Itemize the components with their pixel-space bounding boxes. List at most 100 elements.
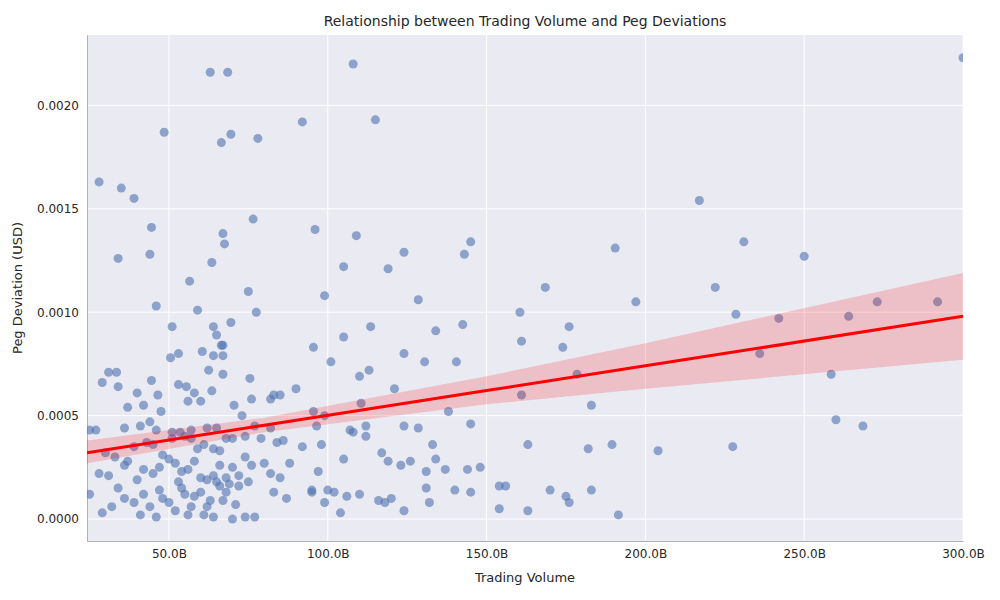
scatter-point <box>361 432 370 441</box>
scatter-point <box>241 513 250 522</box>
scatter-point <box>431 326 440 335</box>
y-axis-tick: 0.0015 <box>37 202 87 216</box>
scatter-point <box>153 390 162 399</box>
x-grid-line <box>486 35 487 541</box>
scatter-point <box>406 457 415 466</box>
scatter-point <box>180 490 189 499</box>
y-grid-line <box>87 105 963 106</box>
scatter-point <box>207 258 216 267</box>
scatter-point <box>541 283 550 292</box>
scatter-point <box>247 395 256 404</box>
scatter-point <box>104 471 113 480</box>
scatter-point <box>631 297 640 306</box>
scatter-point <box>204 366 213 375</box>
scatter-point <box>614 510 623 519</box>
scatter-point <box>317 440 326 449</box>
y-axis-tick: 0.0020 <box>37 99 87 113</box>
regression-line <box>87 316 963 453</box>
scatter-point <box>206 68 215 77</box>
scatter-point <box>800 252 809 261</box>
scatter-point <box>587 486 596 495</box>
x-grid-line <box>645 35 646 541</box>
scatter-point <box>266 469 275 478</box>
scatter-point <box>458 320 467 329</box>
scatter-point <box>171 459 180 468</box>
scatter-point <box>114 254 123 263</box>
scatter-point <box>342 492 351 501</box>
scatter-point <box>260 459 269 468</box>
scatter-point <box>174 349 183 358</box>
scatter-point <box>565 322 574 331</box>
y-grid-line <box>87 415 963 416</box>
scatter-point <box>399 248 408 257</box>
scatter-point <box>858 421 867 430</box>
plot-background <box>87 35 963 541</box>
scatter-point <box>515 308 524 317</box>
scatter-point <box>196 397 205 406</box>
y-axis-tick-label: 0.0020 <box>37 99 79 113</box>
scatter-point <box>218 370 227 379</box>
scatter-point <box>114 382 123 391</box>
x-axis-title: Trading Volume <box>474 570 575 585</box>
scatter-point <box>160 128 169 137</box>
scatter-point <box>130 498 139 507</box>
scatter-point <box>155 463 164 472</box>
scatter-point <box>249 215 258 224</box>
scatter-point <box>517 337 526 346</box>
x-grid-line <box>327 35 328 541</box>
scatter-point <box>339 455 348 464</box>
x-axis-tick: 200.0B <box>625 541 668 561</box>
scatter-point <box>450 486 459 495</box>
scatter-point <box>371 115 380 124</box>
x-axis-tick: 100.0B <box>307 541 350 561</box>
x-axis-tick: 50.0B <box>152 541 187 561</box>
scatter-point <box>399 506 408 515</box>
scatter-point <box>215 446 224 455</box>
x-axis-tick-label: 200.0B <box>625 547 668 561</box>
x-axis-tick-label: 50.0B <box>152 547 187 561</box>
scatter-point <box>399 421 408 430</box>
scatter-point <box>247 461 256 470</box>
scatter-point <box>152 513 161 522</box>
scatter-point <box>147 376 156 385</box>
scatter-point <box>431 455 440 464</box>
y-axis-tick-label: 0.0015 <box>37 202 79 216</box>
scatter-point <box>98 378 107 387</box>
scatter-point <box>244 477 253 486</box>
scatter-point <box>731 310 740 319</box>
scatter-point <box>361 421 370 430</box>
scatter-point <box>365 366 374 375</box>
scatter-point <box>466 237 475 246</box>
scatter-point <box>226 318 235 327</box>
scatter-point <box>266 395 275 404</box>
scatter-point <box>184 510 193 519</box>
scatter-point <box>209 351 218 360</box>
scatter-point <box>218 229 227 238</box>
scatter-point <box>218 496 227 505</box>
scatter-point <box>217 138 226 147</box>
scatter-point <box>87 490 94 499</box>
scatter-point <box>326 357 335 366</box>
scatter-point <box>276 473 285 482</box>
scatter-point <box>187 502 196 511</box>
scatter-point <box>91 426 100 435</box>
y-axis-tick: 0.0010 <box>37 306 87 320</box>
scatter-point <box>414 424 423 433</box>
chart-container: 50.0B100.0B150.0B200.0B250.0B300.0B0.000… <box>0 0 1000 600</box>
scatter-point <box>425 498 434 507</box>
scatter-point <box>291 384 300 393</box>
y-axis-tick: 0.0000 <box>37 512 87 526</box>
grid <box>87 35 963 541</box>
scatter-point <box>207 386 216 395</box>
scatter-point <box>269 488 278 497</box>
scatter-point <box>307 488 316 497</box>
scatter-point <box>104 368 113 377</box>
scatter-point <box>182 382 191 391</box>
scatter-point <box>466 488 475 497</box>
scatter-point <box>422 467 431 476</box>
scatter-point <box>336 508 345 517</box>
scatter-point <box>174 380 183 389</box>
scatter-point <box>501 481 510 490</box>
scatter-point <box>441 465 450 474</box>
scatter-point <box>414 295 423 304</box>
